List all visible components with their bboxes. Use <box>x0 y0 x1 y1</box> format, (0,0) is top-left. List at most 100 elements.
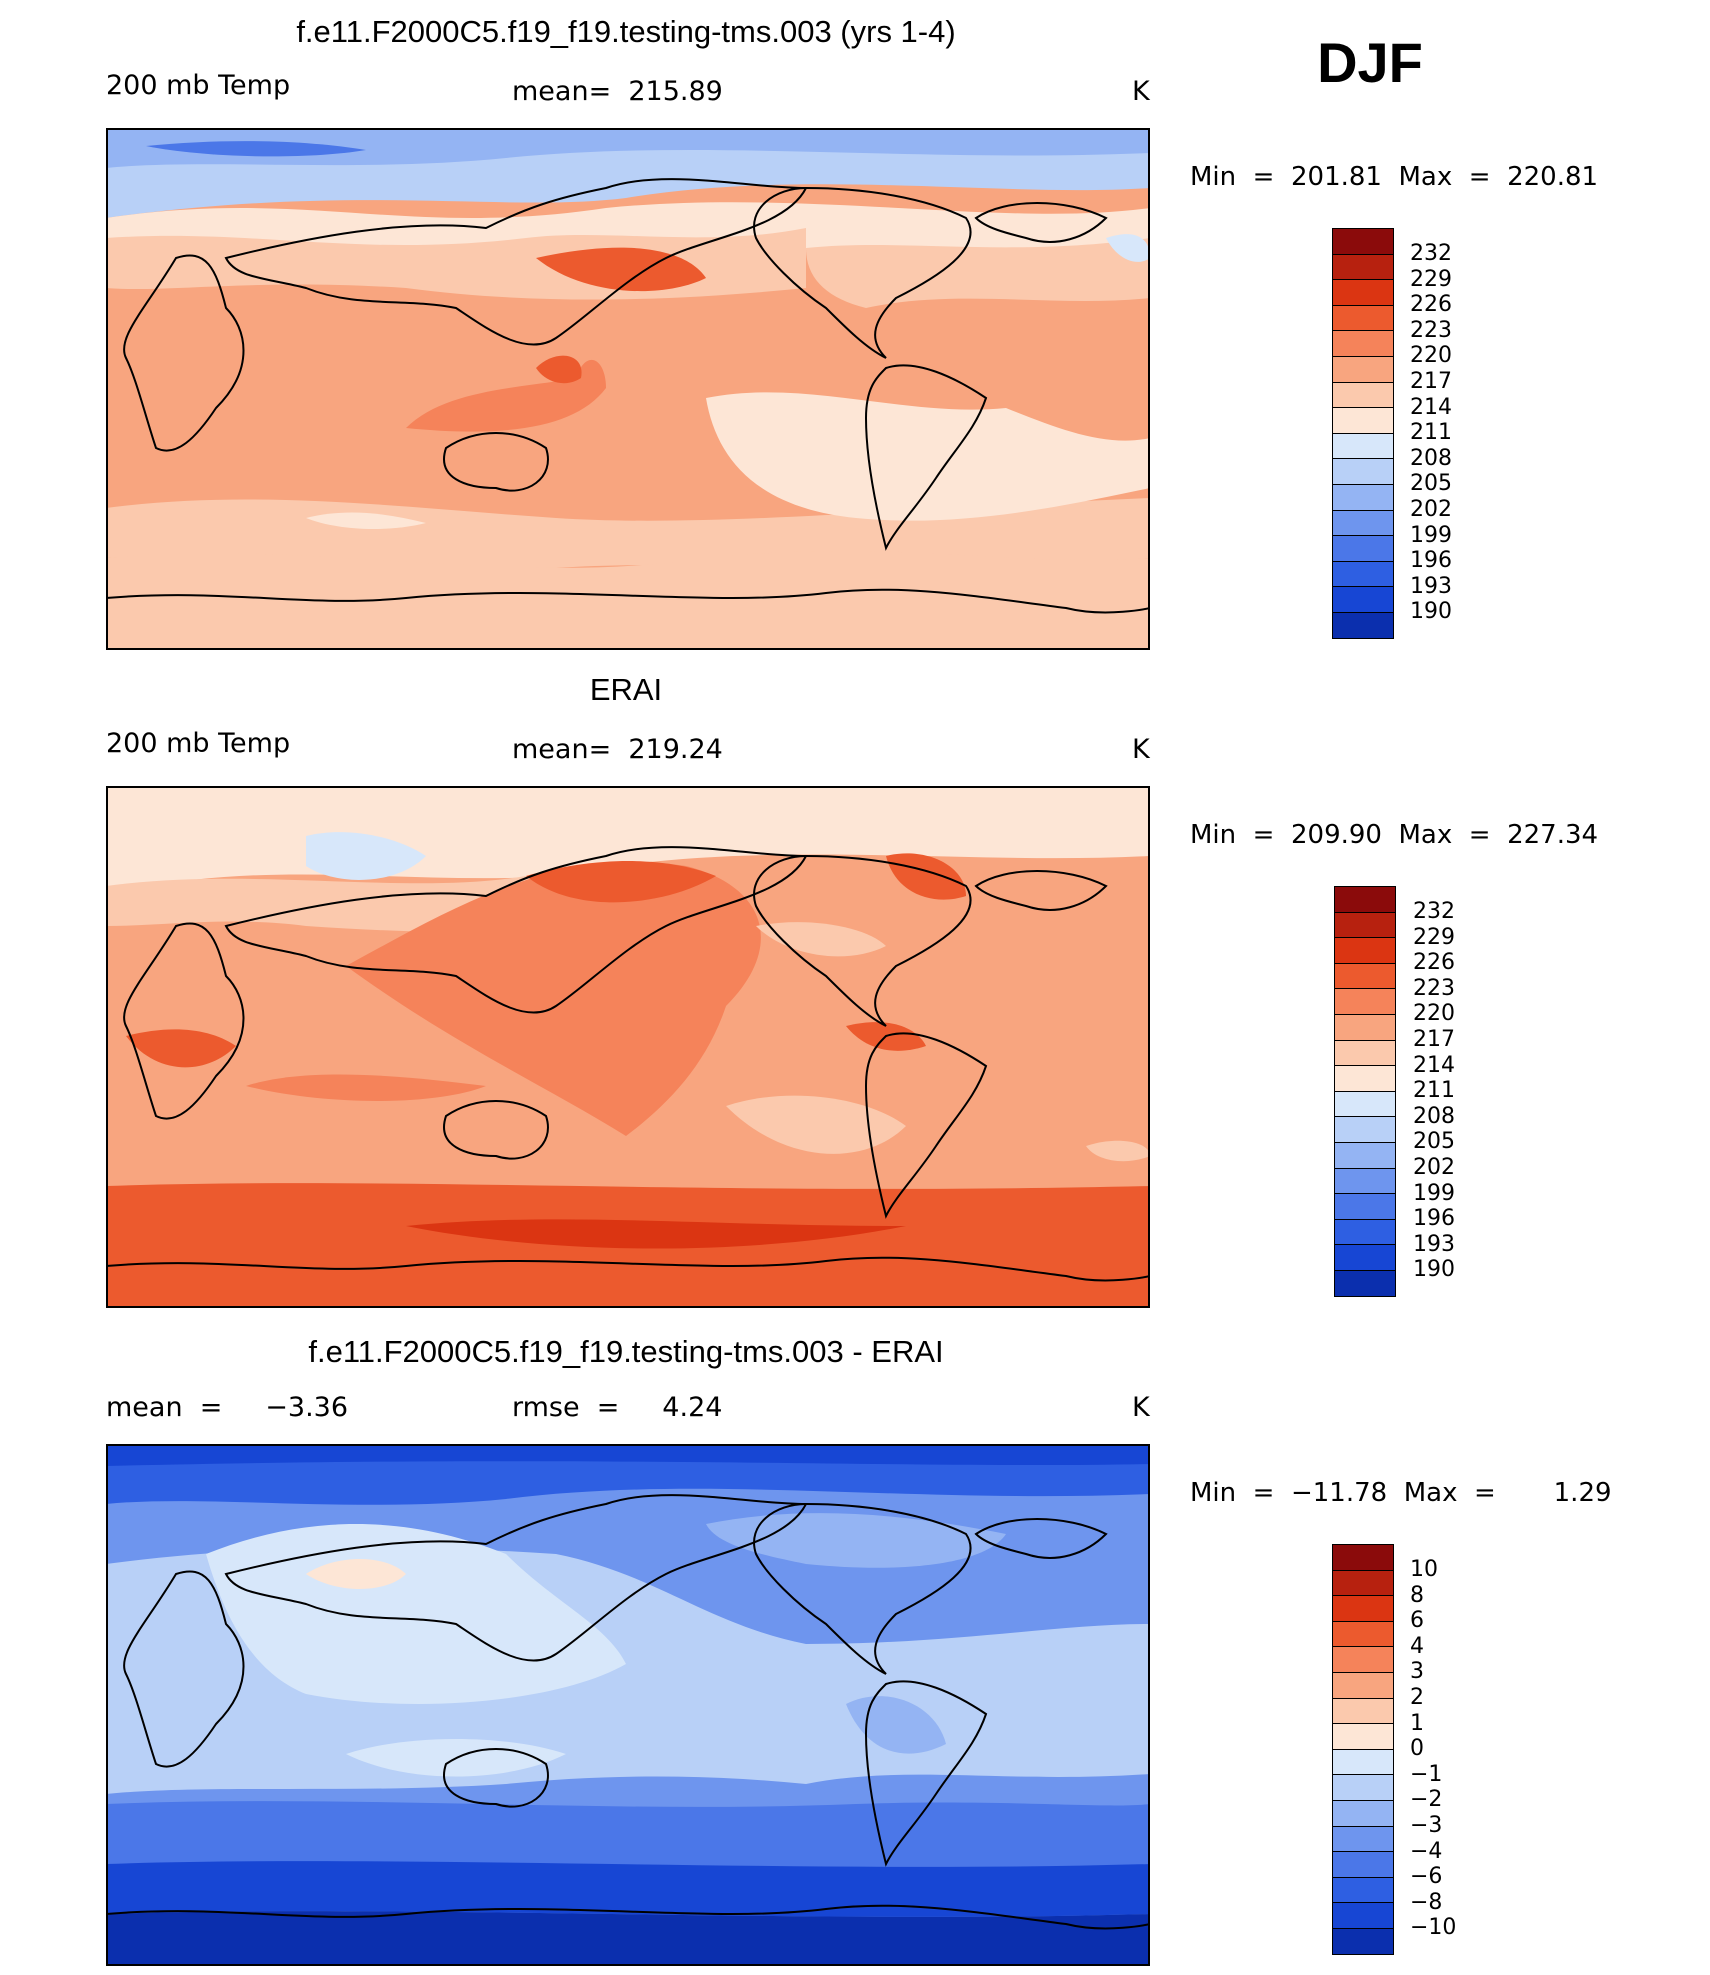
atlantic-cool-spot <box>1106 234 1150 262</box>
south-pacific-band <box>706 392 1150 521</box>
colorbar-tick-label: −2 <box>1410 1787 1443 1813</box>
colorbar-swatch <box>1332 1595 1394 1621</box>
coastlines <box>106 846 1150 1282</box>
colorbar-swatch <box>1334 1116 1396 1142</box>
panel-2-minmax: Min = 209.90 Max = 227.34 <box>1190 820 1599 850</box>
colorbar-tick-label: 229 <box>1413 924 1455 950</box>
colorbar-swatch <box>1332 1723 1394 1749</box>
colorbar-tick-label: 220 <box>1413 1001 1455 1027</box>
colorbar-tick-label: −10 <box>1410 1915 1457 1941</box>
colorbar-tick-label: 217 <box>1413 1026 1455 1052</box>
colorbar-swatch <box>1332 1646 1394 1672</box>
colorbar-swatch <box>1332 1927 1394 1955</box>
antarctica-outline <box>106 1904 1150 1930</box>
south-midlat-band <box>106 1801 1150 1869</box>
colorbar-tick-label: 232 <box>1413 899 1455 924</box>
greenland-outline <box>974 1518 1108 1559</box>
colorbar-tick-label: 8 <box>1410 1582 1424 1608</box>
colorbar-tick-label: 232 <box>1410 241 1452 266</box>
panel-1-colorbar-labels: 232 229 226 223 220 217 214 211 208 205 202 199 196 1… <box>1410 241 1452 625</box>
colorbar-swatch <box>1332 279 1394 305</box>
north-america-outline <box>753 854 972 1027</box>
colorbar-swatch <box>1332 355 1394 382</box>
colorbar-swatch <box>1334 1013 1396 1040</box>
colorbar-tick-label: 10 <box>1410 1557 1438 1582</box>
north-america-outline <box>753 186 972 359</box>
colorbar-tick-label: 1 <box>1410 1710 1424 1736</box>
coastlines <box>106 178 1150 614</box>
colorbar-swatch <box>1332 1799 1394 1826</box>
colorbar-swatch <box>1334 1167 1396 1194</box>
north-america-outline <box>753 1502 972 1675</box>
australia-outline <box>443 1100 549 1160</box>
colorbar-tick-label: 190 <box>1410 599 1452 625</box>
panel-2-map-svg <box>106 786 1150 1308</box>
south-pacific-cool-spot <box>726 1095 906 1154</box>
colorbar-tick-label: 199 <box>1410 522 1452 548</box>
panel-2-colorbar-labels: 232 229 226 223 220 217 214 211 208 205 202 199 196 1… <box>1413 899 1455 1283</box>
north-cold-spot <box>146 141 366 157</box>
eurasia-outline <box>224 178 808 346</box>
colorbar-tick-label: 217 <box>1410 368 1452 394</box>
colorbar-tick-label: 211 <box>1410 420 1452 446</box>
colorbar-swatch <box>1334 1090 1396 1117</box>
jet-max <box>526 861 716 903</box>
map-frame <box>106 786 1150 1308</box>
colorbar-tick-label: 0 <box>1410 1736 1424 1762</box>
colorbar-swatch <box>1334 1269 1396 1297</box>
colorbar-tick-label: 226 <box>1413 950 1455 976</box>
colorbar-tick-label: 220 <box>1410 343 1452 369</box>
panel-3-colorbar-labels: 10 8 6 4 3 2 1 0 −1 −2 −3 −4 −6 −8 −10 <box>1410 1557 1456 1941</box>
colorbar-swatch <box>1334 1218 1396 1245</box>
atlantic-band <box>806 238 1150 308</box>
colorbar-tick-label: 196 <box>1413 1206 1455 1232</box>
colorbar-swatch <box>1332 1569 1394 1596</box>
panel-3-title: f.e11.F2000C5.f19_f19.testing-tms.003 - … <box>308 1334 944 1369</box>
panel-3-map <box>106 1444 1150 1966</box>
colorbar-tick-label: 199 <box>1413 1180 1455 1206</box>
colorbar-tick-label: 202 <box>1413 1154 1455 1180</box>
colorbar-swatch <box>1332 304 1394 331</box>
panel-1-unit: K <box>1132 76 1150 107</box>
colorbar-swatch <box>1332 381 1394 408</box>
colorbar-swatch <box>1332 611 1394 639</box>
colorbar-swatch <box>1334 1141 1396 1168</box>
antarctica-outline <box>106 1256 1150 1282</box>
colorbar-tick-label: 202 <box>1410 496 1452 522</box>
tibet-positive-spot <box>306 1559 406 1589</box>
colorbar-tick-label: 193 <box>1410 573 1452 599</box>
south-atlantic-cool-spot <box>1086 1140 1150 1162</box>
south-america-outline <box>864 364 988 551</box>
colorbar-swatch <box>1334 1065 1396 1091</box>
indian-ocean-cool-spot <box>306 512 426 530</box>
colorbar-tick-label: 211 <box>1413 1078 1455 1104</box>
season-label: DJF <box>1317 31 1423 94</box>
colorbar-swatch <box>1334 1039 1396 1066</box>
na-band <box>706 1513 1006 1568</box>
colorbar-swatch <box>1332 1851 1394 1877</box>
colorbar-tick-label: 214 <box>1410 394 1452 420</box>
africa-outline <box>123 1570 245 1768</box>
colorbar-tick-label: −4 <box>1410 1838 1443 1864</box>
colorbar-tick-label: 4 <box>1410 1633 1424 1659</box>
colorbar-tick-label: 208 <box>1410 445 1452 471</box>
colorbar-swatch <box>1332 228 1394 254</box>
australia-outline <box>443 432 549 492</box>
colorbar-swatch <box>1332 483 1394 510</box>
colorbar-swatch <box>1332 509 1394 536</box>
colorbar-swatch <box>1332 1620 1394 1647</box>
colorbar-swatch <box>1334 911 1396 938</box>
colorbar-swatch <box>1332 586 1394 612</box>
panel-2-mean: mean= 219.24 <box>512 734 723 765</box>
colorbar-swatch <box>1332 1825 1394 1852</box>
colorbar-swatch <box>1332 1774 1394 1800</box>
colorbar-tick-label: 223 <box>1413 975 1455 1001</box>
south-subpolar-band <box>106 1861 1150 1917</box>
south-america-outline <box>864 1032 988 1219</box>
panel-1-title: f.e11.F2000C5.f19_f19.testing-tms.003 (y… <box>296 14 956 49</box>
coastlines <box>106 1494 1150 1930</box>
colorbar-swatch <box>1332 560 1394 587</box>
colorbar-swatch <box>1332 407 1394 433</box>
panel-2-map <box>106 786 1150 1308</box>
panel-3-unit: K <box>1132 1392 1150 1423</box>
